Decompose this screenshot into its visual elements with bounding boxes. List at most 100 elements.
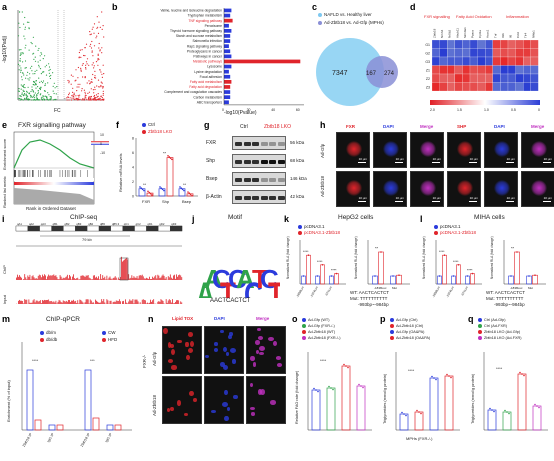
input-peak (132, 299, 134, 304)
volcano-point (31, 43, 33, 45)
blot-size: 146 kDa (290, 176, 307, 181)
volcano-point (42, 80, 45, 82)
volcano-point (100, 71, 102, 73)
o-bar (311, 389, 321, 431)
volcano-point (99, 97, 101, 99)
chip-peak (23, 279, 25, 280)
heatmap-cell (462, 39, 471, 49)
h-col-label: DAPI (383, 124, 394, 129)
luc-dot (457, 264, 460, 266)
chip-peak (165, 277, 167, 280)
volcano-point (17, 35, 20, 37)
q-bar (532, 405, 542, 431)
heatmap-cell (469, 48, 478, 58)
volcano-point (71, 95, 73, 97)
k-legend-1: pcDNA3.1 (298, 224, 325, 229)
heatmap-cell (492, 56, 501, 66)
motif-letter: T (220, 277, 236, 298)
heatmap-gene: Nr0b2 (448, 29, 452, 38)
volcano-point (25, 77, 27, 79)
heatmap-gene: Il1b (501, 33, 505, 38)
f-bar (166, 157, 174, 197)
input-peak (152, 300, 154, 304)
kegg-bar (224, 44, 229, 48)
volcano-point (77, 77, 79, 79)
chip-band (86, 225, 100, 232)
motif-seq: AACTCACTCT (210, 298, 251, 304)
volcano-point (47, 92, 49, 94)
chip-peak (144, 278, 146, 280)
heatmap-row-label: G3 (425, 60, 430, 64)
chip-band (39, 225, 52, 232)
volcano-point (37, 92, 40, 94)
input-peak (20, 300, 21, 304)
chip-band-label: qB4 (88, 222, 93, 226)
luc-bar (334, 273, 339, 285)
volcano-point (32, 91, 35, 93)
panel-b: b Valine, leucine and isoleucine degrada… (112, 0, 308, 118)
motif-letter: A (236, 264, 255, 294)
heatmap-gene: Zbtb18 (433, 28, 437, 38)
motif-letter: C (244, 277, 263, 298)
chip-peak (126, 257, 128, 280)
f-dot (189, 193, 192, 196)
o-dot (328, 385, 330, 388)
chip-peak (62, 277, 64, 280)
volcano-point (102, 87, 104, 89)
input-peak (109, 300, 111, 304)
volcano-point (27, 86, 29, 88)
chip-peak (96, 276, 97, 280)
volcano-point (21, 98, 23, 101)
q-dot (521, 373, 523, 375)
input-peak (96, 300, 97, 304)
input-peak (106, 299, 108, 304)
heatmap-cell (515, 56, 524, 66)
panel-a-label: a (2, 2, 8, 12)
volcano-point (90, 47, 93, 49)
chip-peak (45, 275, 46, 280)
input-peak (141, 299, 143, 304)
o-bar (341, 365, 351, 431)
heatmap-cell (469, 56, 478, 66)
volcano-ylabel: -log10(Padj) (2, 35, 8, 63)
heatmap-cell (507, 73, 516, 83)
chip-peak (65, 276, 67, 280)
l-mut: Mut: TTTTTTTTTT (486, 296, 524, 301)
blot-band (232, 136, 286, 150)
volcano-point (100, 84, 102, 87)
input-peak (101, 299, 103, 304)
venn-mid-count: 167 (366, 71, 377, 77)
volcano-point (96, 98, 98, 100)
luc-bar (526, 275, 532, 285)
luc-dot (452, 275, 455, 277)
luc-dot (321, 264, 324, 266)
p-dot (435, 378, 437, 381)
volcano-point (98, 86, 100, 88)
heatmap-cell (485, 82, 493, 92)
input-peak (114, 301, 116, 304)
input-peak (88, 303, 90, 304)
panel-q: q Ctrl (Ad-Gfp) Ctrl (Ad-FXR) Zbtb18 LKO (… (466, 312, 554, 461)
motif-letter: T (268, 277, 280, 298)
input-peak (166, 302, 168, 304)
q-bar (517, 373, 527, 431)
volcano-point (48, 63, 50, 65)
volcano-point (93, 92, 95, 94)
heatmap-cell (500, 82, 509, 92)
volcano-point (102, 94, 104, 96)
q-dot (523, 374, 525, 377)
chip-peak (135, 277, 137, 280)
volcano-point (29, 67, 32, 69)
chip-peak (110, 278, 112, 280)
volcano-point (87, 97, 90, 100)
kegg-bar (224, 39, 231, 43)
kegg-term: Salmonella infection (192, 39, 222, 43)
chip-band-label: qC2 (136, 222, 142, 226)
volcano-point (17, 63, 20, 65)
f-dot (139, 186, 141, 188)
volcano-point (94, 86, 96, 88)
volcano-point (76, 90, 78, 92)
input-peak (115, 300, 117, 304)
chip-peak (61, 278, 63, 280)
volcano-point (36, 97, 38, 99)
